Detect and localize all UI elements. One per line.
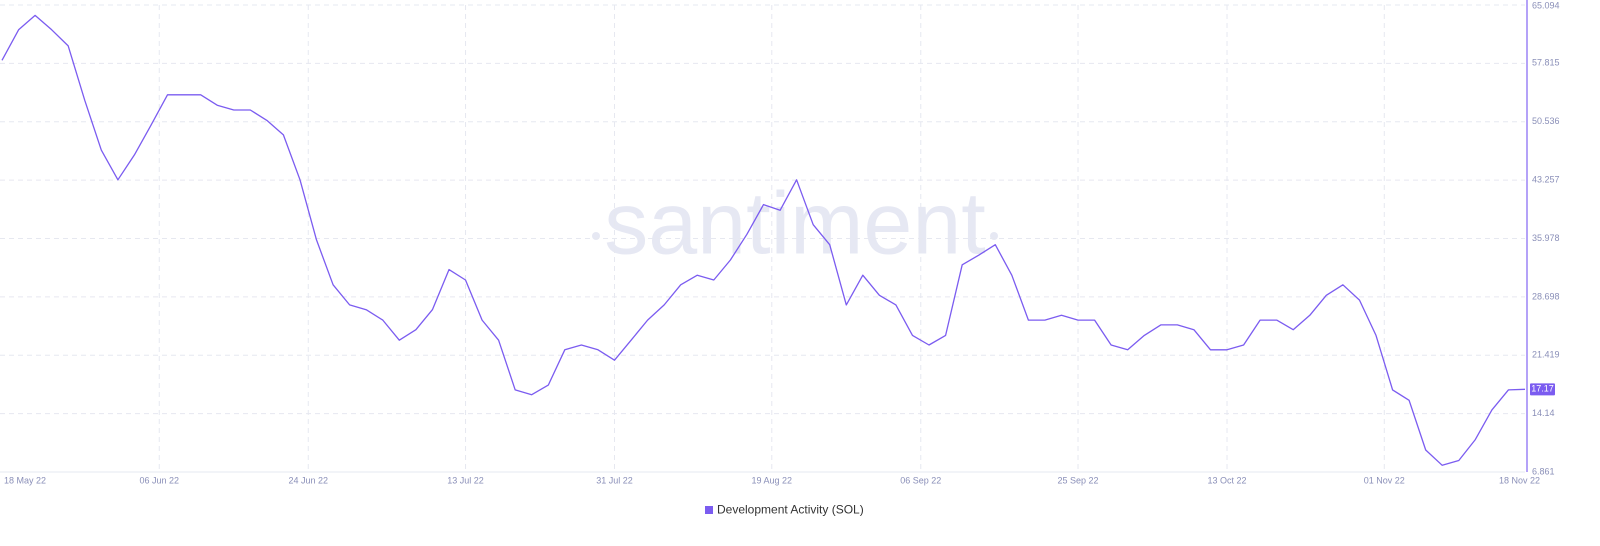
last-value-badge — [1530, 383, 1555, 396]
x-tick-label: 31 Jul 22 — [596, 475, 633, 485]
y-tick-label: 35.978 — [1532, 233, 1560, 243]
y-tick-label: 57.815 — [1532, 58, 1560, 68]
x-tick-label: 18 May 22 — [4, 475, 46, 485]
x-tick-label: 19 Aug 22 — [752, 475, 793, 485]
y-tick-label: 65.094 — [1532, 0, 1560, 10]
last-value-label: 17.17 — [1531, 384, 1554, 394]
y-tick-label: 6.861 — [1532, 466, 1555, 476]
x-tick-label: 24 Jun 22 — [288, 475, 328, 485]
x-tick-label: 06 Sep 22 — [900, 475, 941, 485]
y-tick-label: 43.257 — [1532, 174, 1560, 184]
legend-swatch — [705, 506, 713, 514]
y-tick-label: 21.419 — [1532, 350, 1560, 360]
y-tick-label: 14.14 — [1532, 408, 1555, 418]
x-tick-label: 06 Jun 22 — [139, 475, 179, 485]
x-tick-label: 01 Nov 22 — [1364, 475, 1405, 485]
watermark: santiment — [604, 173, 986, 272]
x-tick-label: 18 Nov 22 — [1499, 475, 1540, 485]
y-tick-label: 28.698 — [1532, 291, 1560, 301]
x-tick-label: 13 Jul 22 — [447, 475, 484, 485]
x-tick-label: 25 Sep 22 — [1058, 475, 1099, 485]
data-line — [1, 14, 1526, 466]
x-tick-label: 13 Oct 22 — [1208, 475, 1247, 485]
legend-label: Development Activity (SOL) — [717, 503, 864, 517]
y-tick-label: 50.536 — [1532, 116, 1560, 126]
